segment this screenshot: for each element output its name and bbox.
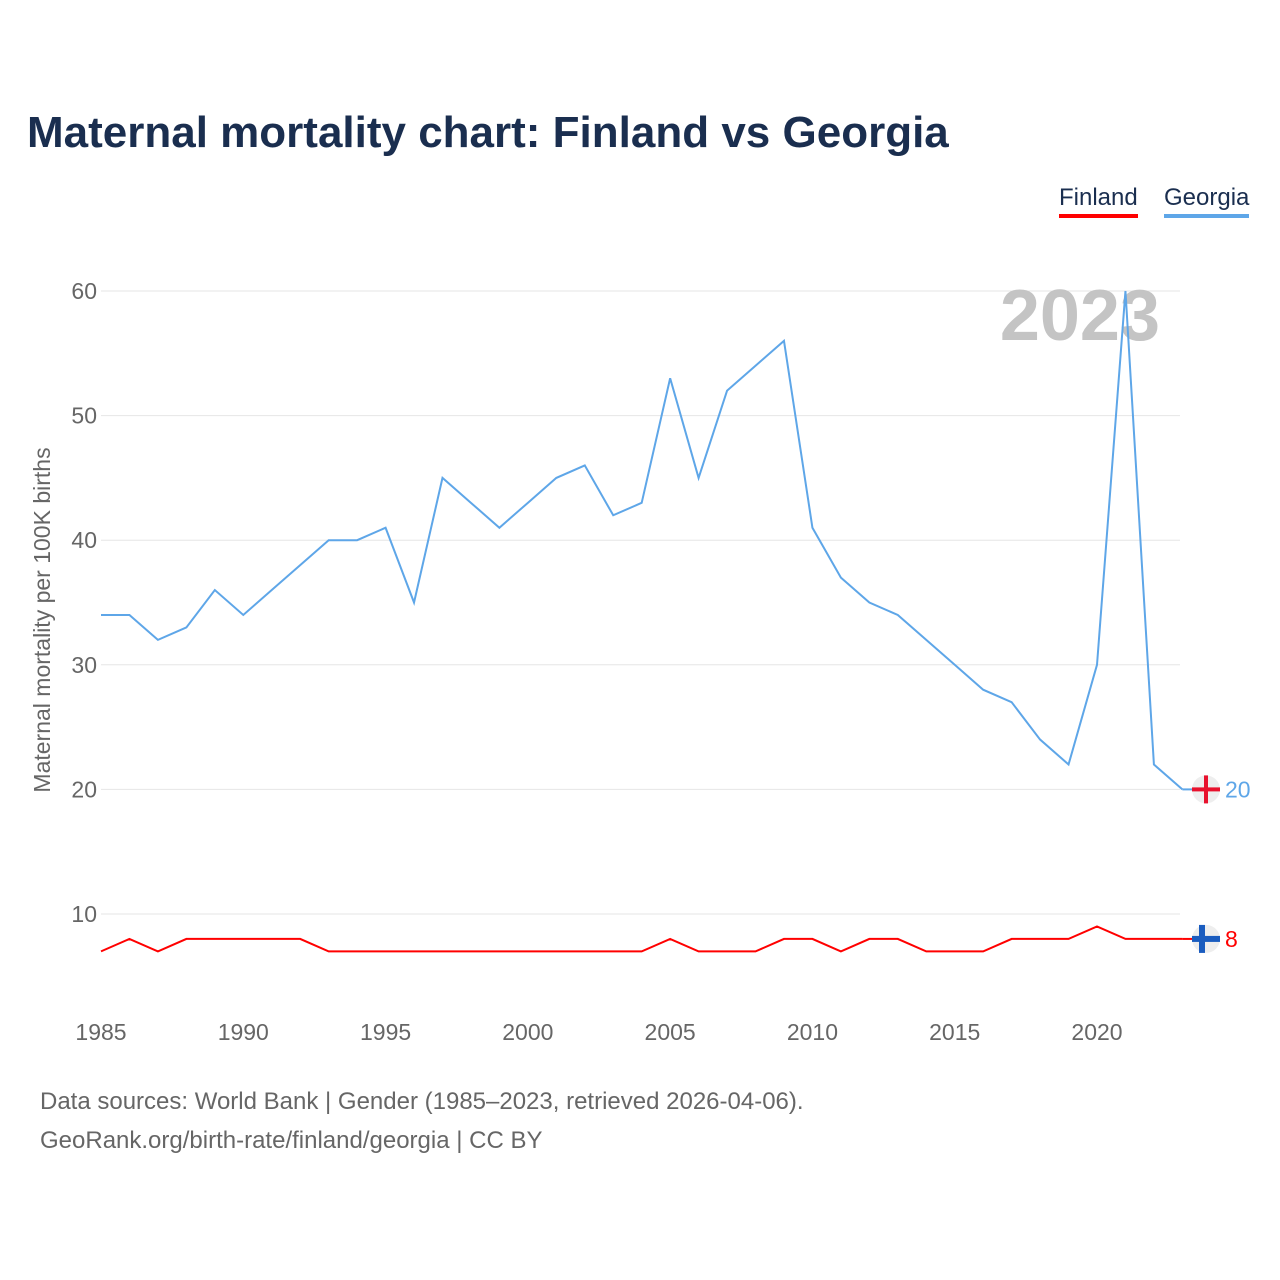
legend-georgia[interactable]: Georgia xyxy=(1164,184,1250,218)
end-value-label: 20 xyxy=(1225,776,1251,802)
flag-cross xyxy=(1192,935,1220,942)
x-tick-label: 2000 xyxy=(502,1019,553,1045)
x-tick-label: 2020 xyxy=(1071,1019,1122,1045)
year-label: 2023 xyxy=(1000,276,1160,356)
source-link[interactable]: GeoRank.org/birth-rate/finland/georgia |… xyxy=(40,1127,543,1154)
series-line-finland xyxy=(100,925,1183,953)
y-tick-label: 20 xyxy=(71,776,97,802)
y-tick-label: 60 xyxy=(71,278,97,304)
x-tick-label: 2010 xyxy=(787,1019,838,1045)
x-tick-label: 2005 xyxy=(645,1019,696,1045)
flag-cross xyxy=(1199,924,1205,953)
y-axis-label: Maternal mortality per 100K births xyxy=(29,447,55,792)
y-tick-label: 50 xyxy=(71,403,97,429)
x-tick-label: 2015 xyxy=(929,1019,980,1045)
y-tick-label: 30 xyxy=(71,652,97,678)
x-tick-label: 1985 xyxy=(75,1019,126,1045)
x-tick-label: 1990 xyxy=(218,1019,269,1045)
chart-title: Maternal mortality chart: Finland vs Geo… xyxy=(27,108,949,157)
y-tick-label: 40 xyxy=(71,527,97,553)
series-line-georgia xyxy=(101,290,1184,791)
legend-finland[interactable]: Finland xyxy=(1059,184,1138,218)
flag-cross xyxy=(1204,775,1208,804)
end-value-label: 8 xyxy=(1225,926,1238,952)
x-tick-label: 1995 xyxy=(360,1019,411,1045)
y-tick-label: 10 xyxy=(71,901,97,927)
source-text: Data sources: World Bank | Gender (1985–… xyxy=(40,1088,804,1115)
